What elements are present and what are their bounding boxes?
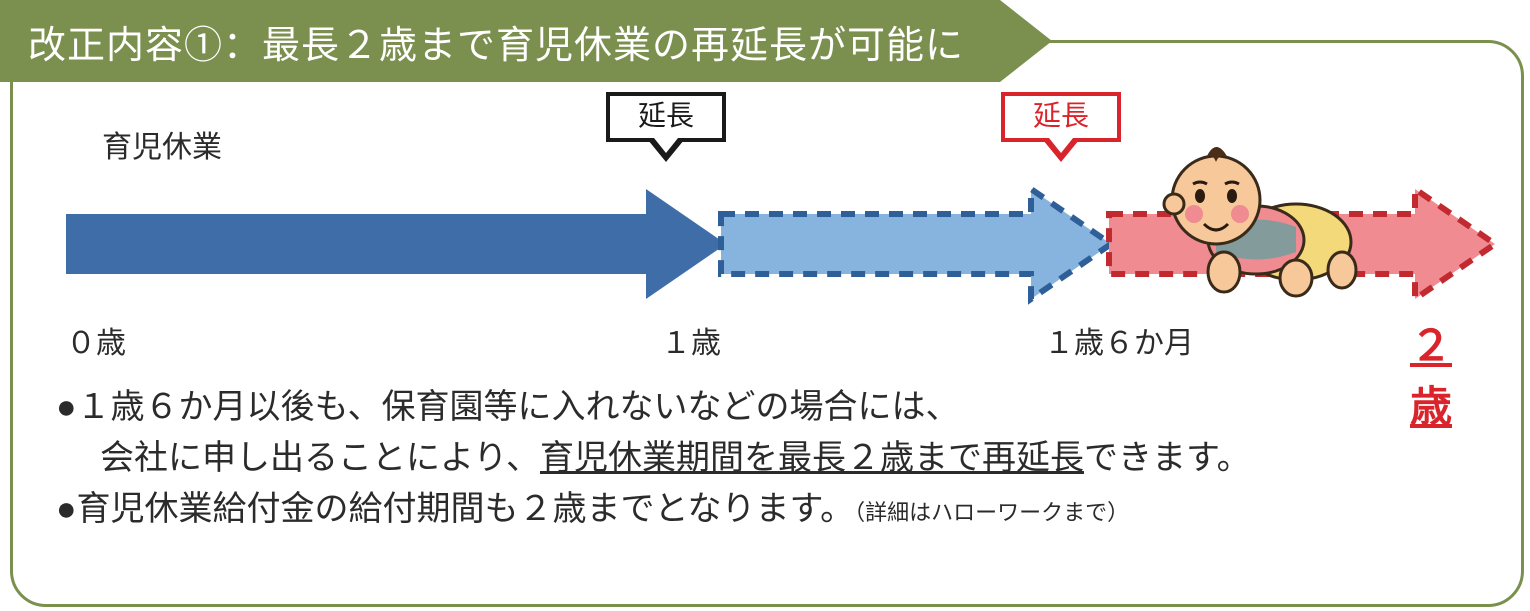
timeline-diagram: 育児休業 ０歳 １歳 １歳６か月 ２歳 延長	[56, 112, 1492, 372]
label-age-2: ２歳	[1410, 312, 1492, 434]
arrow-1-shape	[66, 189, 726, 299]
label-age-0: ０歳	[66, 318, 126, 362]
label-age-1: １歳	[661, 318, 721, 362]
callout-2-pointer-icon	[1043, 140, 1079, 162]
baby-knee	[1280, 260, 1312, 296]
callout-2-label: 延長	[1001, 92, 1121, 142]
callout-extension-2: 延長	[1001, 92, 1121, 162]
baby-cheek-l	[1185, 205, 1203, 223]
baby-foot	[1328, 252, 1356, 288]
baby-eye-l	[1195, 189, 1205, 203]
content-area: 育児休業 ０歳 １歳 １歳６か月 ２歳 延長	[0, 82, 1530, 543]
bullet-2: ●育児休業給付金の給付期間も２歳までとなります。（詳細はハローワークまで）	[56, 484, 1492, 535]
arrow-phase-1	[66, 204, 726, 284]
title-text: 改正内容①：最長２歳まで育児休業の再延長が可能に	[0, 0, 1000, 82]
callout-1-label: 延長	[606, 92, 726, 142]
callout-extension-1: 延長	[606, 92, 726, 162]
banner-chevron-icon	[1000, 0, 1052, 82]
bullet-2-small: （詳細はハローワークまで）	[854, 500, 1129, 525]
bullet-1-line-1: ●１歳６か月以後も、保育園等に入れないなどの場合には、	[56, 382, 1492, 433]
bullet-1-line-2-post: できます。	[1084, 439, 1251, 477]
baby-icon	[1146, 132, 1376, 302]
baby-arm-front	[1208, 252, 1240, 292]
baby-eye-r	[1227, 189, 1237, 203]
bullet-1-line-2: 会社に申し出ることにより、育児休業期間を最長２歳まで再延長できます。	[56, 433, 1492, 484]
callout-1-pointer-icon	[648, 140, 684, 162]
label-age-1-6m: １歳６か月	[1044, 318, 1194, 362]
bullet-list: ●１歳６か月以後も、保育園等に入れないなどの場合には、 会社に申し出ることにより…	[56, 382, 1492, 535]
label-leave: 育児休業	[102, 122, 222, 166]
bullet-2-main: ●育児休業給付金の給付期間も２歳までとなります。	[56, 490, 854, 528]
bullet-1-line-2-ul: 育児休業期間を最長２歳まで再延長	[540, 439, 1084, 477]
baby-cheek-r	[1231, 205, 1249, 223]
arrow-phase-2	[721, 204, 1111, 284]
bullet-1-line-2-pre: 会社に申し出ることにより、	[100, 439, 540, 477]
title-banner: 改正内容①：最長２歳まで育児休業の再延長が可能に	[0, 0, 1530, 82]
baby-ear	[1164, 194, 1184, 214]
